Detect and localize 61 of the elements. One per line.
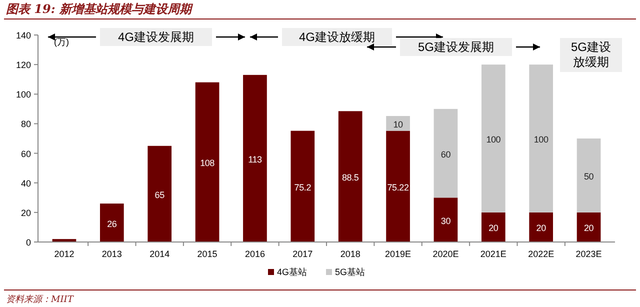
data-label: 75.22 <box>387 182 409 192</box>
data-label: 20 <box>536 223 546 234</box>
x-tick-label: 2022E <box>528 249 554 259</box>
chart-title: 图表 19: 新增基站规模与建设周期 <box>6 2 194 16</box>
data-label: 20 <box>488 223 498 234</box>
annotation: 4G建设放缓期 <box>298 30 376 44</box>
bar <box>386 116 410 131</box>
x-tick-label: 2019E <box>385 249 412 259</box>
x-tick-label: 2020E <box>432 249 459 259</box>
bar <box>243 74 267 242</box>
bar <box>386 130 410 242</box>
legend-label: 4G基站 <box>277 267 308 277</box>
bar <box>576 212 601 242</box>
x-tick-label: 2013 <box>102 249 122 259</box>
annotation: 5G建设放缓期 <box>570 40 612 69</box>
data-label: 10 <box>393 119 404 130</box>
bar <box>529 64 554 212</box>
data-label: 60 <box>440 149 451 160</box>
x-tick-label: 2016 <box>244 249 265 259</box>
y-tick-label: 120 <box>16 60 31 70</box>
data-label: 20 <box>584 223 594 234</box>
bar <box>148 146 172 242</box>
x-tick-label: 2012 <box>54 249 74 259</box>
data-label: 100 <box>534 134 548 144</box>
bar <box>434 108 458 198</box>
annotation: 5G建设发展期 <box>418 40 494 54</box>
x-tick-label: 2014 <box>150 249 170 259</box>
x-tick-label: 2023E <box>576 249 602 259</box>
data-label: 100 <box>486 134 501 144</box>
annotation: 4G建设发展期 <box>118 30 194 44</box>
bar <box>195 82 220 242</box>
x-tick-label: 2015 <box>197 249 218 259</box>
bar <box>290 130 315 242</box>
x-tick-label: 2017 <box>292 249 313 259</box>
y-tick-label: 40 <box>20 178 31 188</box>
data-label: 113 <box>248 154 262 164</box>
x-tick-label: 2018 <box>340 249 360 259</box>
y-tick-label: 100 <box>16 90 31 100</box>
y-tick-label: 60 <box>20 148 31 159</box>
bar <box>529 212 554 242</box>
x-tick-label: 2021E <box>480 249 506 259</box>
data-label: 30 <box>440 216 451 226</box>
data-label: 75.2 <box>294 182 312 192</box>
bar <box>100 204 124 242</box>
bar <box>481 64 506 212</box>
bar <box>338 111 362 242</box>
bar <box>434 198 458 242</box>
data-label: 50 <box>584 171 594 182</box>
y-tick-label: 140 <box>16 30 31 40</box>
y-tick-label: 80 <box>20 119 31 130</box>
legend-label: 5G基站 <box>335 267 366 277</box>
data-label: 88.5 <box>342 172 359 183</box>
y-axis-title: (万) <box>54 37 69 47</box>
bar <box>576 138 601 212</box>
y-tick-label: 20 <box>20 208 31 218</box>
y-tick-label: 0 <box>26 238 31 248</box>
text: 资料来源：MIIT <box>6 294 74 305</box>
data-label: 26 <box>107 218 117 229</box>
data-label: 108 <box>200 158 215 168</box>
data-label: 65 <box>154 190 165 200</box>
bar <box>481 212 506 242</box>
